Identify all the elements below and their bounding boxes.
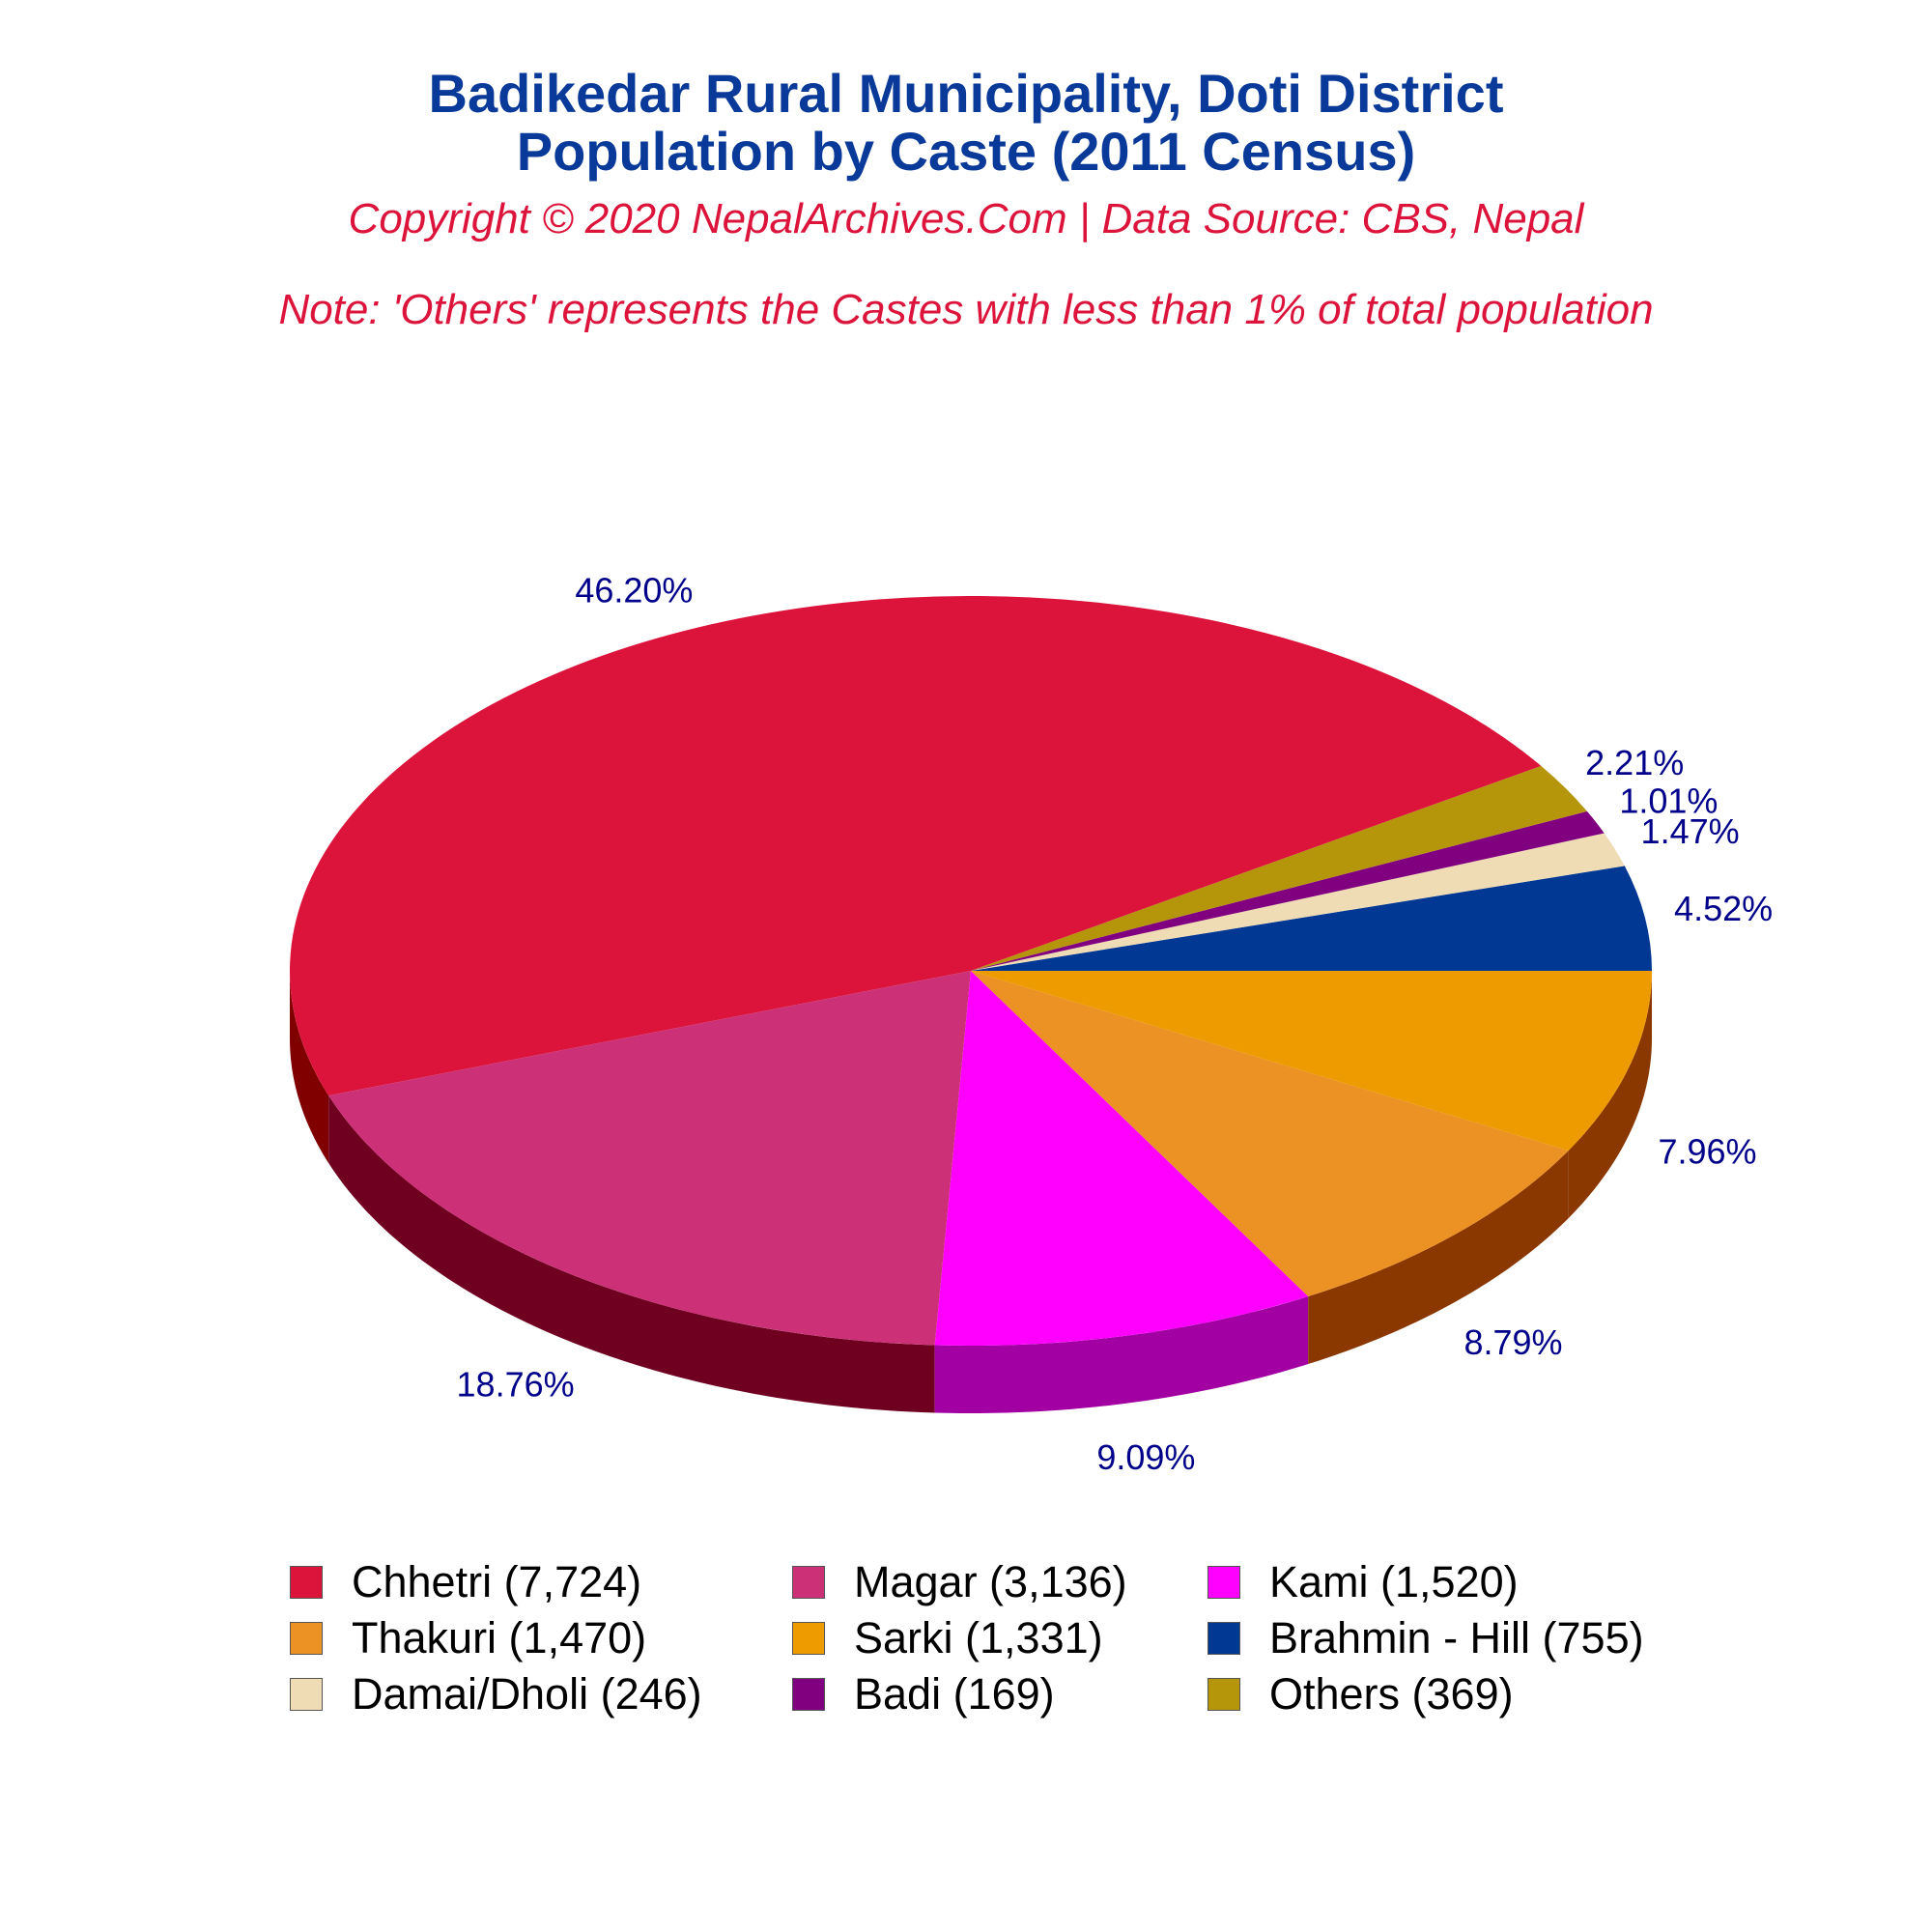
pie-side-thakuri xyxy=(1308,1151,1569,1365)
pie-slice-damai-dholi xyxy=(971,833,1625,971)
legend-item-kami: Kami (1,520) xyxy=(1208,1555,1519,1609)
chart-title-line1: Badikedar Rural Municipality, Doti Distr… xyxy=(428,63,1504,124)
pie-side-chhetri xyxy=(290,971,329,1164)
pct-label-thakuri: 8.79% xyxy=(1463,1322,1562,1362)
legend-item-badi: Badi (169) xyxy=(792,1667,1055,1721)
legend-swatch xyxy=(792,1678,825,1711)
legend-swatch xyxy=(1208,1678,1240,1711)
chart-title-line2: Population by Caste (2011 Census) xyxy=(516,121,1416,182)
legend-item-others: Others (369) xyxy=(1208,1667,1514,1721)
legend-swatch xyxy=(1208,1622,1240,1655)
pie-slice-brahmin-hill xyxy=(971,866,1652,971)
legend-swatch xyxy=(792,1566,825,1599)
legend-item-thakuri: Thakuri (1,470) xyxy=(290,1611,646,1665)
pie-slice-others xyxy=(971,765,1587,971)
pct-label-others: 2.21% xyxy=(1585,743,1684,782)
legend-label: Badi (169) xyxy=(854,1669,1055,1719)
pct-label-badi: 1.01% xyxy=(1619,781,1718,821)
pie-side-magar xyxy=(328,1095,935,1413)
legend-label: Others (369) xyxy=(1269,1669,1514,1719)
legend-swatch xyxy=(290,1566,323,1599)
legend-item-chhetri: Chhetri (7,724) xyxy=(290,1555,641,1609)
pie-slice-chhetri xyxy=(289,595,1542,1096)
pct-label-sarki: 7.96% xyxy=(1658,1131,1756,1171)
legend-label: Magar (3,136) xyxy=(854,1557,1127,1606)
legend-item-magar: Magar (3,136) xyxy=(792,1555,1127,1609)
pct-label-kami: 9.09% xyxy=(1096,1437,1195,1477)
pie-slice-badi xyxy=(971,810,1605,971)
legend-swatch xyxy=(792,1622,825,1655)
pct-label-damai-dholi: 1.47% xyxy=(1641,811,1740,851)
legend-label: Damai/Dholi (246) xyxy=(352,1669,702,1719)
legend-swatch xyxy=(1208,1566,1240,1599)
legend-label: Thakuri (1,470) xyxy=(352,1613,647,1662)
pct-label-magar: 18.76% xyxy=(457,1365,575,1405)
note-text: Note: 'Others' represents the Castes wit… xyxy=(278,286,1654,333)
pie-slice-kami xyxy=(934,971,1309,1347)
legend-label: Sarki (1,331) xyxy=(854,1613,1103,1662)
legend-item-sarki: Sarki (1,331) xyxy=(792,1611,1103,1665)
pie-slice-sarki xyxy=(971,971,1652,1151)
legend-item-brahmin-hill: Brahmin - Hill (755) xyxy=(1208,1611,1644,1665)
legend-label: Brahmin - Hill (755) xyxy=(1269,1613,1644,1662)
pie-side-sarki xyxy=(1568,971,1652,1219)
legend-label: Chhetri (7,724) xyxy=(352,1557,642,1606)
copyright-text: Copyright © 2020 NepalArchives.Com | Dat… xyxy=(348,195,1584,242)
legend-label: Kami (1,520) xyxy=(1269,1557,1519,1606)
pie-side-kami xyxy=(934,1296,1309,1413)
pie-slice-magar xyxy=(328,971,971,1346)
pct-label-brahmin-hill: 4.52% xyxy=(1674,889,1773,928)
legend-item-damai-dholi: Damai/Dholi (246) xyxy=(290,1667,702,1721)
pie-slice-thakuri xyxy=(971,971,1569,1297)
legend-swatch xyxy=(290,1622,323,1655)
pct-label-chhetri: 46.20% xyxy=(575,571,693,611)
legend-swatch xyxy=(290,1678,323,1711)
